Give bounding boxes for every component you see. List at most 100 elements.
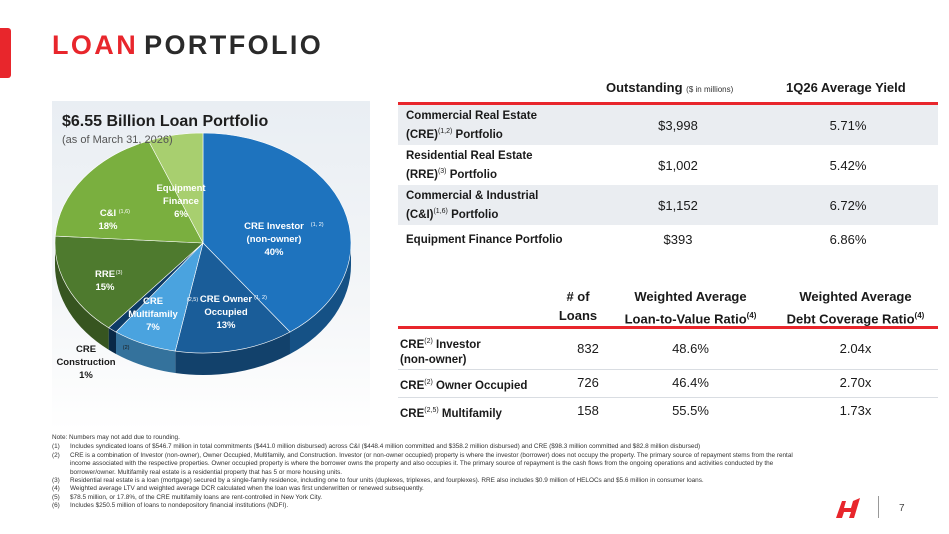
row-label-post: Multifamily bbox=[438, 407, 502, 420]
yield-value: 6.86% bbox=[829, 232, 867, 247]
pie-label-cre-owner-occupied: CRE Owner Occupied 13% bbox=[200, 294, 253, 331]
row-divider bbox=[398, 369, 938, 370]
pie-label-line: Equipment bbox=[156, 183, 206, 194]
pie-label-cre-construction: CRE Construction 1% bbox=[56, 344, 115, 381]
col-ltv-line2: Loan-to-Value Ratio bbox=[624, 311, 747, 327]
row-label-post: Owner Occupied bbox=[432, 379, 528, 392]
footnote-text: Includes $250.5 million of loans to nond… bbox=[70, 502, 289, 510]
pie-label-line: 40% bbox=[264, 247, 284, 258]
pie-wall-cre-investor-non-owner- bbox=[289, 243, 351, 354]
row-label-sup: (1,6) bbox=[433, 208, 448, 215]
table-row: Commercial & Industrial (C&I)(1,6) Portfo… bbox=[398, 185, 938, 225]
loans-count: 158 bbox=[577, 403, 599, 418]
row-label-post: Portfolio bbox=[447, 208, 499, 221]
outstanding-value: $393 bbox=[663, 232, 693, 247]
row-label-post: Investor bbox=[432, 338, 481, 351]
table-row: Equipment Finance Portfolio $393 6.86% bbox=[398, 225, 938, 255]
pie-label-cre-multifamily: CRE Multifamily 7% bbox=[128, 296, 178, 333]
outstanding-value: $1,152 bbox=[658, 198, 698, 213]
pie-label-note: (2) bbox=[123, 345, 130, 351]
footer-divider bbox=[878, 496, 879, 518]
pie-slice-cre-investor-non-owner- bbox=[202, 132, 352, 333]
table-row: CRE(2,5) Multifamily 158 55.5% 1.73x bbox=[398, 398, 938, 425]
footnote-number: (2) bbox=[52, 451, 60, 459]
table2-rule bbox=[398, 326, 938, 329]
footnote-text: $78.5 million, or 17.8%, of the CRE mult… bbox=[70, 493, 323, 501]
table-row: CRE(2) Investor (non-owner) 832 48.6% 2.0… bbox=[398, 331, 938, 369]
pie-label-line: RRE bbox=[95, 269, 115, 280]
ltv-value: 46.4% bbox=[672, 375, 709, 390]
footnote-number: (5) bbox=[52, 493, 60, 501]
col-loans-header: # of Loans bbox=[548, 287, 608, 325]
pie-label-line: 15% bbox=[95, 282, 115, 293]
chart-panel: CRE Investor (non-owner) 40% (1, 2) CRE Owne… bbox=[52, 101, 370, 431]
page-title: LOAN PORTFOLIO bbox=[52, 30, 323, 61]
footnote-number: (3) bbox=[52, 477, 60, 485]
page-number: 7 bbox=[899, 503, 905, 514]
col-ltv-line1: Weighted Average bbox=[634, 289, 747, 304]
pie-label-note: (3) bbox=[116, 270, 123, 276]
pie-label-c-i: C&I 18% bbox=[98, 208, 118, 232]
dcr-value: 1.73x bbox=[839, 403, 872, 418]
dcr-value: 2.04x bbox=[839, 341, 872, 356]
pie-label-line: 18% bbox=[98, 221, 118, 232]
col-yield-header: 1Q26 Average Yield bbox=[786, 80, 906, 95]
pie-slice-equipment-finance bbox=[148, 132, 204, 244]
footnote-number: (4) bbox=[52, 485, 60, 493]
row-label-sup: (2) bbox=[424, 338, 433, 345]
row-label-sup: (2,5) bbox=[424, 407, 439, 414]
pie-label-line: CRE bbox=[143, 296, 163, 307]
yield-value: 6.72% bbox=[829, 198, 867, 213]
row-divider bbox=[398, 397, 938, 398]
title-part-1: LOAN bbox=[52, 30, 139, 60]
footnote: (5) $78.5 million, or 17.8%, of the CRE m… bbox=[52, 494, 812, 502]
pie-label-line: CRE bbox=[76, 344, 96, 355]
table-row: Commercial Real Estate (CRE)(1,2) Portfol… bbox=[398, 105, 938, 145]
table-row: CRE(2) Owner Occupied 726 46.4% 2.70x bbox=[398, 370, 938, 397]
footnote: (2) CRE is a combination of Investor (non… bbox=[52, 452, 812, 477]
company-logo-icon bbox=[836, 498, 860, 518]
col-dcr-line1: Weighted Average bbox=[799, 289, 912, 304]
pie-label-line: (non-owner) bbox=[247, 234, 302, 245]
row-label-line1: Commercial & Industrial bbox=[406, 190, 539, 202]
col-loans-line2: Loans bbox=[558, 308, 598, 323]
row-label-post: Portfolio bbox=[452, 128, 503, 141]
pie-label-line: CRE Investor bbox=[244, 221, 304, 232]
footnote-number: (1) bbox=[52, 443, 60, 451]
ltv-value: 48.6% bbox=[672, 341, 709, 356]
pie-label-equipment-finance: Equipment Finance 6% bbox=[156, 183, 206, 220]
row-label: Commercial & Industrial (C&I)(1,6) Portfo… bbox=[406, 189, 538, 223]
footnote: (6) Includes $250.5 million of loans to n… bbox=[52, 502, 812, 510]
row-label-sup: (2) bbox=[424, 379, 433, 386]
footnote-text: Weighted average LTV and weighted averag… bbox=[70, 485, 424, 493]
col-ltv-sup: (4) bbox=[746, 311, 757, 320]
row-label-pre: CRE bbox=[400, 379, 425, 392]
row-label-post: Portfolio bbox=[446, 168, 497, 181]
pie-chart: CRE Investor (non-owner) 40%(1, 2)CRE Owne… bbox=[54, 132, 352, 381]
row-label: Residential Real Estate (RRE)(3) Portfoli… bbox=[406, 149, 533, 183]
pie-label-note: (1,6) bbox=[119, 209, 130, 215]
col-dcr-header: Weighted Average Debt Coverage Ratio(4) bbox=[773, 287, 938, 328]
pie-walls bbox=[54, 243, 351, 375]
table-row: Residential Real Estate (RRE)(3) Portfoli… bbox=[398, 145, 938, 185]
pie-label-line: 1% bbox=[79, 370, 93, 381]
pie-wall-cre-construction bbox=[108, 327, 117, 354]
footnote-text: Residential real estate is a loan (mortg… bbox=[70, 477, 704, 485]
row-label: CRE(2) Owner Occupied bbox=[400, 375, 527, 394]
loans-count: 726 bbox=[577, 375, 599, 390]
pie-label-line: Occupied bbox=[204, 307, 247, 318]
row-label-pre: (CRE) bbox=[406, 128, 438, 141]
row-label: Commercial Real Estate (CRE)(1,2) Portfol… bbox=[406, 109, 537, 143]
pie-label-line: Multifamily bbox=[128, 309, 178, 320]
col-loans-line1: # of bbox=[566, 289, 590, 304]
pie-label-line: C&I bbox=[100, 208, 116, 219]
yield-value: 5.71% bbox=[829, 118, 867, 133]
pie-label-line: Finance bbox=[163, 196, 199, 207]
footnote-number: (6) bbox=[52, 502, 60, 510]
title-part-2: PORTFOLIO bbox=[144, 30, 324, 60]
ltv-value: 55.5% bbox=[672, 403, 709, 418]
footnote-text: CRE is a combination of Investor (non-ow… bbox=[70, 451, 793, 476]
row-label: CRE(2) Investor (non-owner) bbox=[400, 334, 481, 368]
pie-label-line: 6% bbox=[174, 209, 188, 220]
footnote: (3) Residential real estate is a loan (mo… bbox=[52, 477, 812, 485]
